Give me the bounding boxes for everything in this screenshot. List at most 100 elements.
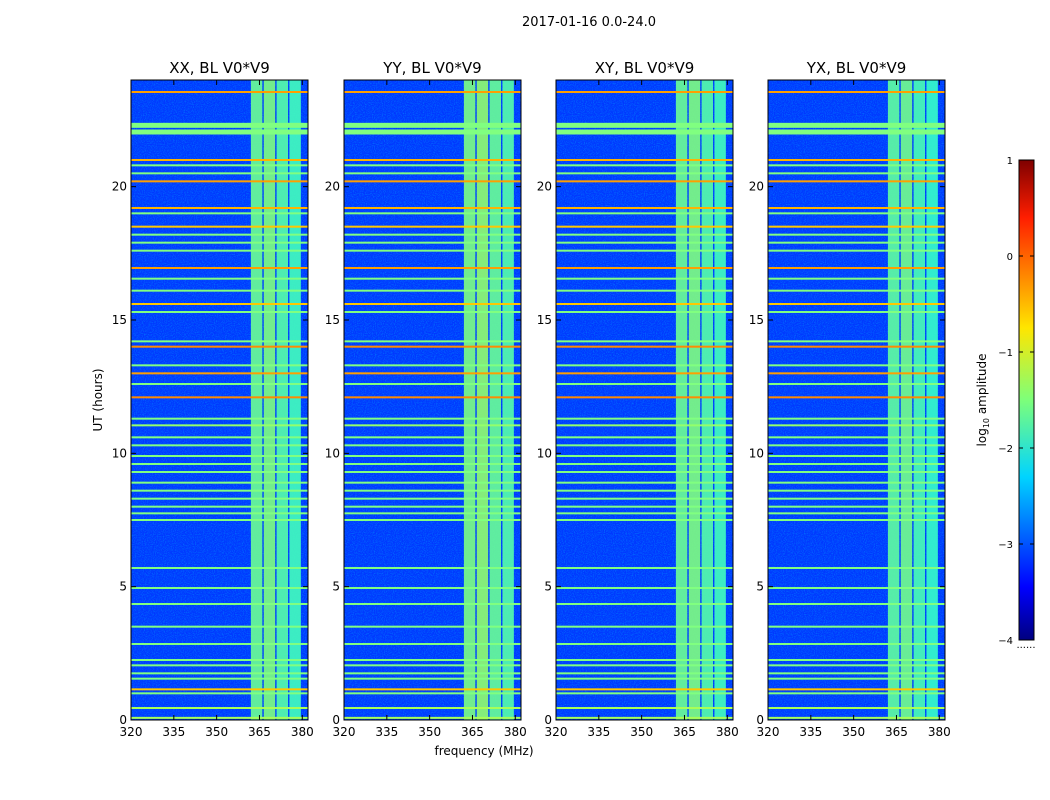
rfi-line-35	[344, 289, 521, 292]
rfi-line-35	[768, 289, 945, 292]
rfi-line-47	[131, 159, 308, 161]
y-tick-label: 5	[756, 580, 764, 594]
rfi-line-36	[768, 277, 945, 280]
rfi-line-40	[768, 233, 945, 236]
rfi-line-23	[768, 444, 945, 447]
rfi-line-20	[131, 471, 308, 473]
rfi-line-9	[131, 643, 308, 645]
rfi-line-29	[344, 372, 521, 375]
y-tick-label: 0	[332, 713, 340, 727]
rfi-line-45	[344, 172, 521, 175]
rfi-line-16	[768, 505, 945, 508]
rfi-line-28	[344, 383, 521, 385]
rfi-line-2	[556, 707, 733, 709]
rfi-line-32	[344, 340, 521, 343]
panel-1: XX, BL V0*V9 320 335 350 365 380 0 5 10 15 20	[112, 59, 314, 739]
rfi-line-14	[768, 519, 945, 521]
rfi-line-29	[768, 372, 945, 375]
rfi-line-33	[556, 311, 733, 313]
x-tick-label: 320	[757, 725, 780, 739]
rfi-line-45	[131, 172, 308, 175]
rfi-line-48	[344, 129, 521, 135]
rfi-line-20	[344, 471, 521, 473]
rfi-subband-4	[714, 80, 726, 720]
rfi-subband-2	[476, 80, 489, 720]
rfi-line-35	[131, 289, 308, 292]
rfi-line-33	[768, 311, 945, 313]
x-tick-label: 365	[673, 725, 696, 739]
rfi-line-38	[768, 249, 945, 252]
rfi-line-41	[131, 225, 308, 228]
rfi-line-34	[131, 303, 308, 305]
rfi-line-1	[768, 716, 945, 719]
rfi-line-28	[768, 383, 945, 385]
rfi-line-42	[131, 212, 308, 215]
rfi-line-6	[556, 672, 733, 675]
rfi-line-13	[768, 567, 945, 569]
rfi-line-36	[344, 277, 521, 280]
rfi-line-4	[344, 688, 521, 691]
rfi-line-18	[556, 489, 733, 492]
rfi-subband-1	[887, 80, 900, 720]
rfi-line-37	[556, 267, 733, 269]
colorbar-tick-label: −2	[998, 444, 1013, 455]
rfi-line-30	[344, 364, 521, 367]
rfi-line-42	[768, 212, 945, 215]
panel-4: YX, BL V0*V9 320 335 350 365 380 0 5 10 15 20	[749, 59, 951, 739]
rfi-line-19	[556, 481, 733, 484]
rfi-subband-1	[463, 80, 476, 720]
rfi-line-24	[768, 436, 945, 439]
rfi-line-50	[556, 91, 733, 93]
rfi-line-2	[131, 707, 308, 709]
y-tick-label: 20	[325, 180, 340, 194]
rfi-line-33	[344, 311, 521, 313]
rfi-line-5	[556, 677, 733, 680]
y-tick-label: 20	[537, 180, 552, 194]
rfi-line-32	[768, 340, 945, 343]
y-tick-label: 5	[544, 580, 552, 594]
x-tick-label: 350	[630, 725, 653, 739]
rfi-subband-1	[250, 80, 263, 720]
rfi-line-34	[768, 303, 945, 305]
rfi-subband-2	[900, 80, 913, 720]
rfi-line-27	[131, 396, 308, 399]
rfi-line-4	[131, 688, 308, 691]
y-tick-label: 10	[112, 446, 127, 460]
rfi-line-25	[556, 424, 733, 427]
rfi-line-7	[344, 664, 521, 667]
rfi-line-26	[344, 417, 521, 420]
rfi-line-35	[556, 289, 733, 292]
x-tick-label: 380	[928, 725, 951, 739]
rfi-line-43	[344, 207, 521, 209]
rfi-line-23	[344, 444, 521, 447]
rfi-line-32	[556, 340, 733, 343]
rfi-line-25	[344, 424, 521, 427]
colorbar-tick-label: −3	[998, 540, 1013, 551]
panel-title: YY, BL V0*V9	[382, 59, 481, 77]
rfi-line-17	[556, 497, 733, 500]
y-tick-label: 15	[537, 313, 552, 327]
rfi-line-1	[131, 716, 308, 719]
rfi-line-46	[768, 164, 945, 167]
rfi-line-7	[131, 664, 308, 667]
rfi-line-34	[556, 303, 733, 305]
rfi-line-43	[768, 207, 945, 209]
rfi-line-45	[768, 172, 945, 175]
colorbar-gradient	[1018, 159, 1035, 641]
rfi-line-22	[131, 455, 308, 457]
y-tick-label: 20	[112, 180, 127, 194]
rfi-line-27	[344, 396, 521, 399]
heatmap-image	[344, 80, 521, 720]
rfi-line-36	[131, 277, 308, 280]
panel-title: XY, BL V0*V9	[595, 59, 695, 77]
panel-frame	[130, 79, 309, 721]
rfi-line-31	[131, 345, 308, 348]
rfi-subband-1	[675, 80, 688, 720]
rfi-line-2	[344, 707, 521, 709]
rfi-subband-2	[688, 80, 701, 720]
rfi-line-14	[556, 519, 733, 521]
rfi-line-11	[344, 603, 521, 605]
colorbar-tick-label: 0	[1007, 252, 1013, 263]
panel-title: XX, BL V0*V9	[169, 59, 270, 77]
rfi-line-30	[131, 364, 308, 367]
